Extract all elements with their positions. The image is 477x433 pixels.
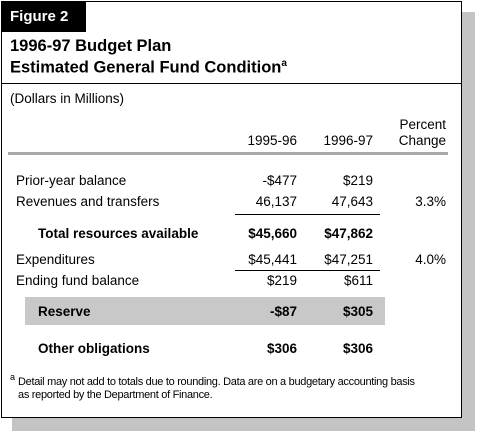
panel bbox=[1, 1, 462, 418]
row-label: Reserve bbox=[38, 304, 91, 319]
row-label: Expenditures bbox=[16, 252, 95, 267]
cell-value: $47,251 bbox=[324, 252, 373, 267]
figure-label: Figure 2 bbox=[10, 8, 69, 25]
cell-value: $45,660 bbox=[248, 226, 297, 241]
row-label: Other obligations bbox=[38, 341, 150, 356]
cell-value: $305 bbox=[342, 304, 373, 319]
cell-value: $45,441 bbox=[248, 252, 297, 267]
cell-value: 47,643 bbox=[331, 194, 373, 209]
cell-value: 46,137 bbox=[255, 194, 297, 209]
footnote-marker: a bbox=[10, 372, 16, 382]
sum-rule bbox=[235, 214, 380, 215]
cell-value: $47,862 bbox=[324, 226, 373, 241]
cell-value: -$477 bbox=[262, 173, 297, 188]
cell-value: -$87 bbox=[269, 304, 297, 319]
cell-value: $306 bbox=[266, 341, 297, 356]
row-label: Prior-year balance bbox=[16, 173, 127, 188]
cell-value: $611 bbox=[343, 273, 373, 288]
column-header: 1995-96 bbox=[247, 133, 297, 148]
column-header: 1996-97 bbox=[323, 133, 373, 148]
title-line2: Estimated General Fund Conditiona bbox=[10, 58, 287, 78]
cell-value: $219 bbox=[266, 273, 297, 288]
column-header: Percent bbox=[399, 117, 446, 132]
cell-value: $219 bbox=[342, 173, 373, 188]
footnote: Detail may not add to totals due to roun… bbox=[18, 376, 415, 401]
cell-change: 4.0% bbox=[415, 252, 446, 267]
row-label: Ending fund balance bbox=[16, 273, 140, 288]
row-label: Revenues and transfers bbox=[16, 194, 160, 209]
title-marker: a bbox=[281, 58, 287, 69]
title-text: Estimated General Fund Condition bbox=[10, 58, 282, 77]
cell-change: 3.3% bbox=[415, 194, 446, 209]
cell-value: $306 bbox=[342, 341, 373, 356]
title-line1: 1996-97 Budget Plan bbox=[10, 37, 172, 55]
title-rule bbox=[2, 83, 461, 84]
row-label: Total resources available bbox=[38, 226, 199, 241]
units: (Dollars in Millions) bbox=[10, 91, 125, 106]
header-rule bbox=[8, 152, 448, 155]
column-header: Change bbox=[398, 133, 446, 148]
figure-label-box bbox=[2, 2, 86, 32]
reserve-shade bbox=[25, 297, 385, 325]
sum-rule bbox=[235, 270, 380, 271]
